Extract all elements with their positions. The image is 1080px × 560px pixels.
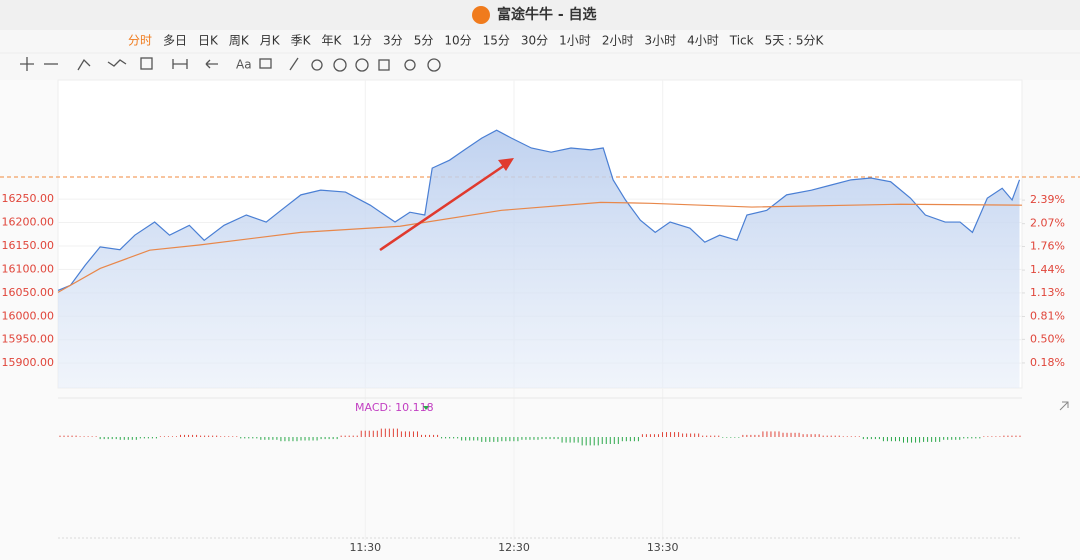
x-tick-label: 13:30 (647, 541, 679, 554)
period-tab[interactable]: 4小时 (687, 34, 719, 48)
y-tick-label: 16200.00 (2, 216, 55, 229)
macd-toggle[interactable] (423, 406, 429, 410)
macd-label: MACD: 10.118 (355, 401, 434, 414)
period-tab[interactable]: 3分 (383, 34, 403, 48)
period-tab[interactable]: 5天 : 5分K (765, 34, 825, 48)
expand-icon[interactable] (1059, 401, 1069, 411)
lock-tool[interactable] (333, 58, 347, 72)
average-line (57, 201, 1023, 293)
title-bar (0, 0, 1080, 30)
period-tab[interactable]: 15分 (483, 34, 510, 48)
y-tick-label: 16100.00 (2, 262, 55, 275)
period-tab[interactable]: 月K (260, 34, 281, 48)
y2-tick-label: 0.81% (1030, 310, 1065, 323)
toolbar (0, 30, 1080, 80)
wave-tool[interactable] (107, 59, 127, 67)
y-tick-label: 16150.00 (2, 239, 55, 252)
hide-tool[interactable] (355, 58, 369, 72)
settings-tool[interactable] (427, 58, 441, 72)
move-tool[interactable] (20, 57, 34, 71)
measure-tool[interactable] (172, 59, 188, 69)
annotation-arrow (379, 163, 506, 252)
y2-tick-label: 2.39% (1030, 193, 1065, 206)
price-chart: 16250.00 16200.00 16150.00 16100.00 16050.00… (0, 79, 1080, 554)
y2-tick-label: 2.07% (1030, 217, 1065, 230)
y2-tick-label: 1.76% (1030, 240, 1065, 253)
y-tick-label: 15950.00 (2, 333, 55, 346)
price-area (58, 130, 1020, 388)
period-tab[interactable]: 季K (291, 34, 312, 48)
x-tick-label: 11:30 (349, 541, 381, 554)
period-tab[interactable]: 10分 (444, 34, 471, 48)
period-tab[interactable]: 周K (229, 34, 250, 48)
price-line (57, 129, 1021, 292)
period-tab[interactable]: 日K (198, 34, 219, 48)
annotation-arrowhead (498, 158, 514, 171)
y2-tick-label: 1.44% (1030, 263, 1065, 276)
link-tool[interactable] (404, 59, 416, 71)
arrow-tool[interactable] (205, 59, 218, 69)
period-tab[interactable]: 分时 (128, 34, 152, 48)
y2-tick-label: 0.50% (1030, 332, 1065, 345)
period-tab[interactable]: 30分 (521, 34, 548, 48)
x-tick-label: 12:30 (498, 541, 530, 554)
shape-tool[interactable] (140, 57, 153, 70)
period-tab[interactable]: 2小时 (602, 34, 634, 48)
text-tool[interactable]: Aa (236, 58, 252, 72)
y2-tick-label: 1.13% (1030, 286, 1065, 299)
trend-tool[interactable] (77, 58, 91, 71)
period-tab[interactable]: Tick (729, 34, 754, 48)
y-tick-label: 16000.00 (2, 309, 55, 322)
delete-tool[interactable] (378, 59, 390, 71)
period-tab[interactable]: 1分 (352, 34, 372, 48)
period-tab[interactable]: 1小时 (559, 34, 591, 48)
ruler-tool[interactable] (289, 57, 299, 71)
y-tick-label: 15900.00 (2, 356, 55, 369)
period-tabs: 分时 多日 日K 周K 月K 季K 年K 1分 3分 5分 10分 15分 30分 1小时 2小时 3小时 4小… (128, 34, 825, 48)
window-title: 富途牛牛 - 自选 (497, 6, 597, 23)
macd-panel: MACD: 10.118 (58, 397, 1022, 539)
period-tab[interactable]: 年K (322, 34, 343, 48)
app-logo (472, 6, 490, 24)
magnet-tool[interactable] (311, 59, 323, 71)
note-tool[interactable] (259, 58, 272, 69)
period-tab[interactable]: 3小时 (644, 34, 676, 48)
drawing-tools (20, 57, 441, 72)
period-tab[interactable]: 多日 (163, 34, 187, 48)
y2-tick-label: 0.18% (1030, 356, 1065, 369)
y-tick-label: 16050.00 (2, 286, 55, 299)
y-tick-label: 16250.00 (2, 192, 55, 205)
period-tab[interactable]: 5分 (414, 34, 434, 48)
